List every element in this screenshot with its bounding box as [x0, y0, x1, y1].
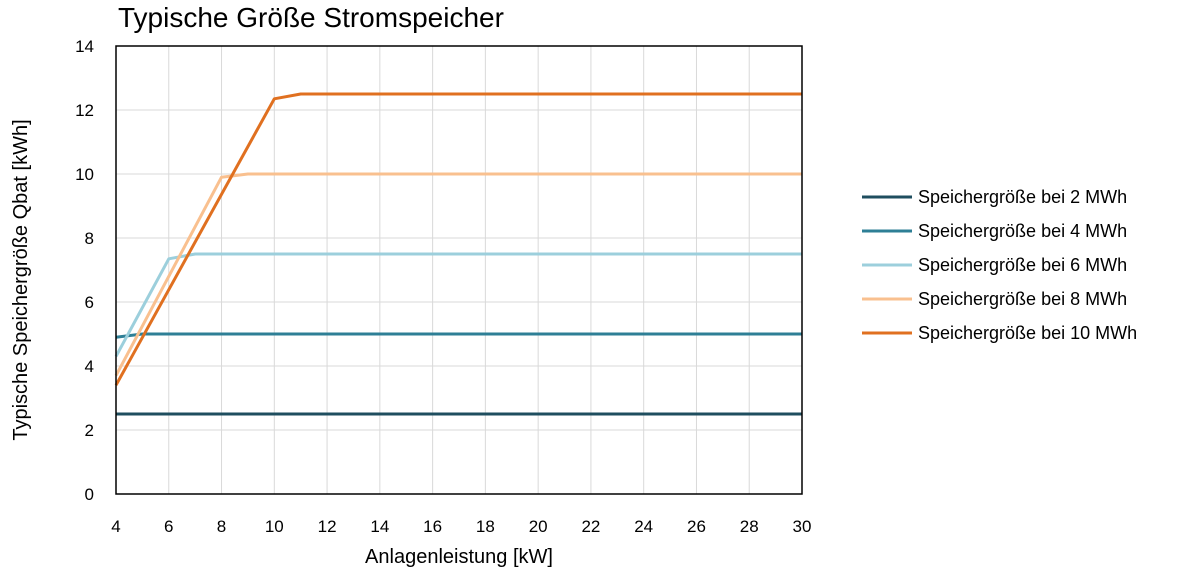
- x-tick-labels: 4 6 8 10 12 14 16 18 20 22 24 26 28 30: [111, 517, 811, 536]
- y-tick-label: 6: [85, 293, 94, 312]
- series-line-2: [115, 332, 802, 339]
- y-tick-label: 10: [75, 165, 94, 184]
- chart-title: Typische Größe Stromspeicher: [118, 2, 504, 33]
- x-tick-label: 6: [164, 517, 173, 536]
- x-tick-label: 10: [265, 517, 284, 536]
- legend-label: Speichergröße bei 2 MWh: [918, 187, 1127, 207]
- series-line-5: [114, 92, 802, 386]
- x-axis-label: Anlagenleistung [kW]: [365, 546, 553, 568]
- legend-label: Speichergröße bei 10 MWh: [918, 323, 1137, 343]
- y-tick-label: 12: [75, 101, 94, 120]
- y-tick-labels: 0 2 4 6 8 10 12 14: [75, 37, 94, 504]
- legend-label: Speichergröße bei 8 MWh: [918, 289, 1127, 309]
- x-tick-label: 4: [111, 517, 120, 536]
- x-tick-label: 14: [370, 517, 389, 536]
- y-tick-label: 0: [85, 485, 94, 504]
- legend: Speichergröße bei 2 MWh Speichergröße bei…: [862, 187, 1137, 343]
- x-tick-label: 26: [687, 517, 706, 536]
- legend-label: Speichergröße bei 4 MWh: [918, 221, 1127, 241]
- x-tick-label: 30: [793, 517, 812, 536]
- x-tick-label: 8: [217, 517, 226, 536]
- series-lines: [114, 92, 802, 416]
- x-tick-label: 20: [529, 517, 548, 536]
- grid: [116, 46, 802, 494]
- y-tick-label: 4: [85, 357, 94, 376]
- plot-frame: [115, 45, 803, 495]
- series-line-3: [114, 252, 802, 358]
- x-tick-label: 28: [740, 517, 759, 536]
- x-tick-label: 18: [476, 517, 495, 536]
- x-tick-label: 16: [423, 517, 442, 536]
- x-tick-label: 12: [318, 517, 337, 536]
- y-tick-label: 14: [75, 37, 94, 56]
- x-tick-label: 22: [581, 517, 600, 536]
- series-line-4: [114, 172, 802, 377]
- y-axis-label: Typische Speichergröße Qbat [kWh]: [10, 119, 32, 440]
- y-tick-label: 2: [85, 421, 94, 440]
- x-tick-label: 24: [634, 517, 653, 536]
- legend-label: Speichergröße bei 6 MWh: [918, 255, 1127, 275]
- y-tick-label: 8: [85, 229, 94, 248]
